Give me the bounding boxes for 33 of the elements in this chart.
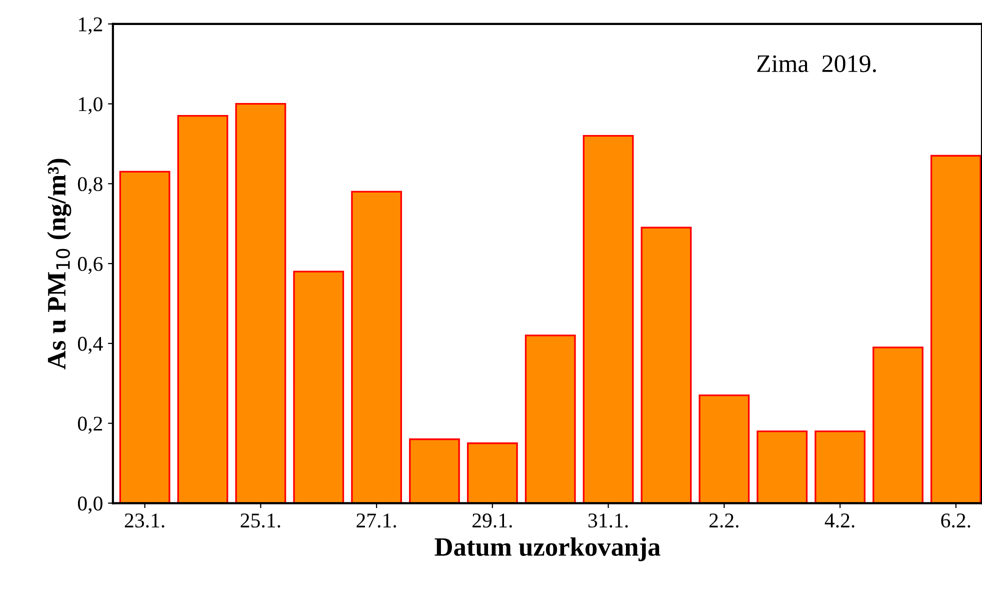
- y-tick-label: 1,2: [79, 17, 102, 34]
- y-tick-label: 0,4: [78, 336, 103, 354]
- x-tick-label: 23.1.: [124, 514, 164, 528]
- y-tick-label: 1,0: [79, 97, 102, 114]
- x-tick-label: 31.1.: [588, 514, 628, 528]
- x-tick-label: 4.2.: [824, 514, 854, 528]
- y-tick-label: 0,2: [78, 416, 102, 434]
- x-tick-label: 27.1.: [356, 514, 396, 528]
- y-tick-label: 0,6: [78, 256, 103, 274]
- bar: [814, 430, 866, 504]
- bar: [351, 190, 402, 504]
- bar: [640, 226, 692, 504]
- bar: [177, 114, 228, 504]
- bar: [756, 430, 808, 504]
- bar: [524, 334, 576, 504]
- y-tick-label: 0,0: [78, 496, 102, 514]
- x-tick-label: 2.2.: [709, 514, 738, 528]
- bar: [409, 438, 460, 504]
- bar: [582, 134, 634, 504]
- bar: [466, 442, 518, 504]
- x-tick-label: 6.2.: [941, 514, 970, 528]
- bar: [930, 154, 982, 504]
- x-tick-label: 29.1.: [472, 514, 512, 528]
- x-axis-title: Datum uzorkovanja: [434, 537, 660, 562]
- y-tick-label: 0,8: [78, 177, 102, 194]
- x-tick-label: 25.1.: [240, 514, 280, 528]
- y-axis-title: As u PM$_{10}$ (ng/m³): [47, 158, 72, 370]
- bar: [293, 270, 344, 504]
- bar: [119, 170, 170, 504]
- annotation: Zima 2019.: [757, 55, 876, 72]
- bar: [872, 346, 924, 504]
- bar: [235, 102, 286, 504]
- bar: [698, 394, 750, 504]
